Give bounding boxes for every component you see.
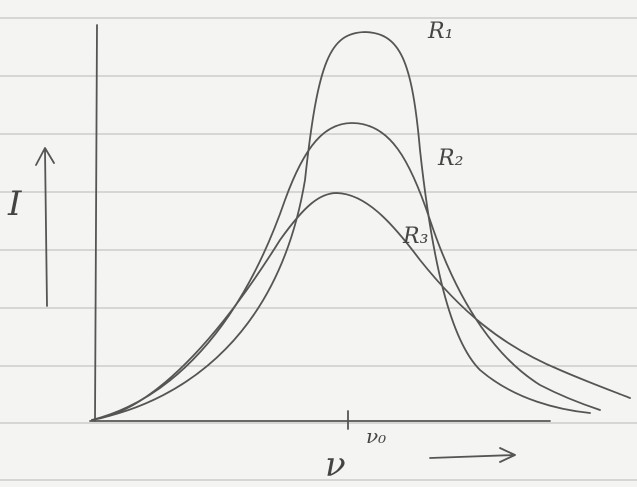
curve-r3 [91, 192, 631, 421]
y-arrow [35, 147, 55, 307]
y-axis [94, 24, 98, 422]
x-arrow [429, 447, 516, 463]
curve-label: R₂ [437, 146, 463, 171]
curve-r1 [91, 31, 591, 421]
ruled-lines [0, 17, 637, 481]
y-label: I [7, 184, 22, 224]
x-label: ν [325, 445, 346, 485]
curve-label: R₃ [402, 224, 428, 249]
curve-r2 [91, 122, 601, 421]
tick-label: ν₀ [366, 424, 386, 448]
curve-label: R₁ [427, 19, 453, 44]
